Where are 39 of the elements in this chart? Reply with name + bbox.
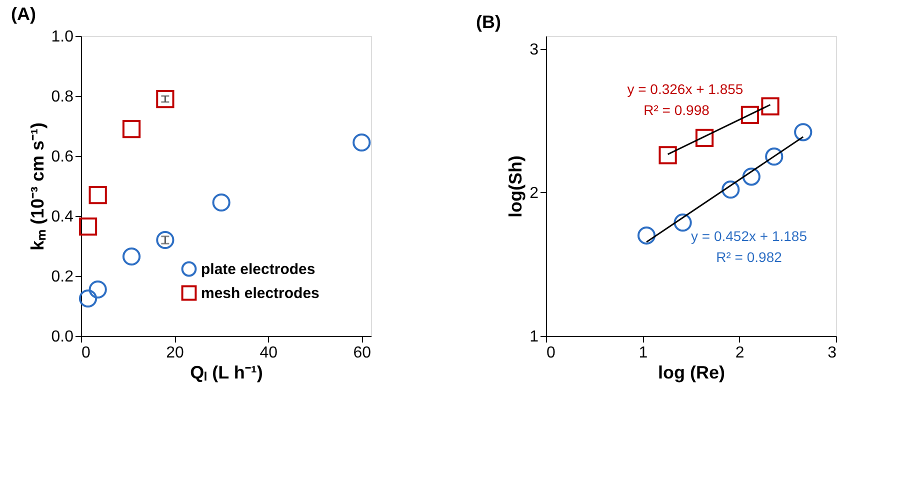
y-tick-label: 0.0 bbox=[51, 328, 74, 346]
y-tick-label: 0.2 bbox=[51, 268, 74, 286]
y-tick-label: 0.6 bbox=[51, 148, 74, 166]
x-tick-label: 3 bbox=[828, 344, 837, 362]
x-tick-label: 2 bbox=[735, 344, 744, 362]
point bbox=[122, 120, 141, 138]
point bbox=[156, 230, 174, 250]
y-tick-label: 0.4 bbox=[51, 208, 74, 226]
x-tick-label: 40 bbox=[260, 344, 278, 362]
point bbox=[78, 289, 98, 308]
point bbox=[88, 186, 107, 204]
x-tick-label: 0 bbox=[82, 344, 90, 362]
y-axis-title: log(Sh) bbox=[506, 156, 526, 218]
x-tick-label: 1 bbox=[638, 344, 648, 362]
chart-title: (A) bbox=[11, 4, 36, 24]
point bbox=[78, 217, 98, 236]
legend-label: plate electrodes bbox=[201, 261, 316, 278]
x-tick-label: 60 bbox=[353, 344, 372, 362]
annotation: y = 0.326x + 1.855 bbox=[627, 81, 744, 97]
y-tick-label: 2 bbox=[530, 184, 539, 202]
y-axis-title: kₘ (10⁻³ cm s⁻¹) bbox=[27, 122, 48, 251]
annotation: R² = 0.982 bbox=[716, 249, 782, 265]
point bbox=[88, 280, 107, 299]
annotation: y = 0.452x + 1.185 bbox=[691, 228, 808, 244]
chart-title: (B) bbox=[476, 12, 501, 32]
legend-label: mesh electrodes bbox=[201, 285, 320, 302]
point bbox=[212, 193, 230, 212]
x-axis-title: log (Re) bbox=[658, 362, 725, 382]
y-tick-label: 1.0 bbox=[51, 28, 74, 46]
annotation: R² = 0.998 bbox=[644, 102, 710, 118]
point bbox=[156, 90, 174, 108]
x-tick-label: 0 bbox=[546, 344, 556, 362]
point bbox=[352, 133, 371, 152]
point bbox=[122, 247, 141, 266]
y-tick-label: 3 bbox=[530, 41, 539, 58]
x-axis-title: Qₗ (L h⁻¹) bbox=[190, 362, 263, 382]
x-tick-label: 20 bbox=[166, 344, 184, 362]
y-tick-label: 0.8 bbox=[51, 88, 74, 106]
y-tick-label: 1 bbox=[530, 328, 539, 346]
